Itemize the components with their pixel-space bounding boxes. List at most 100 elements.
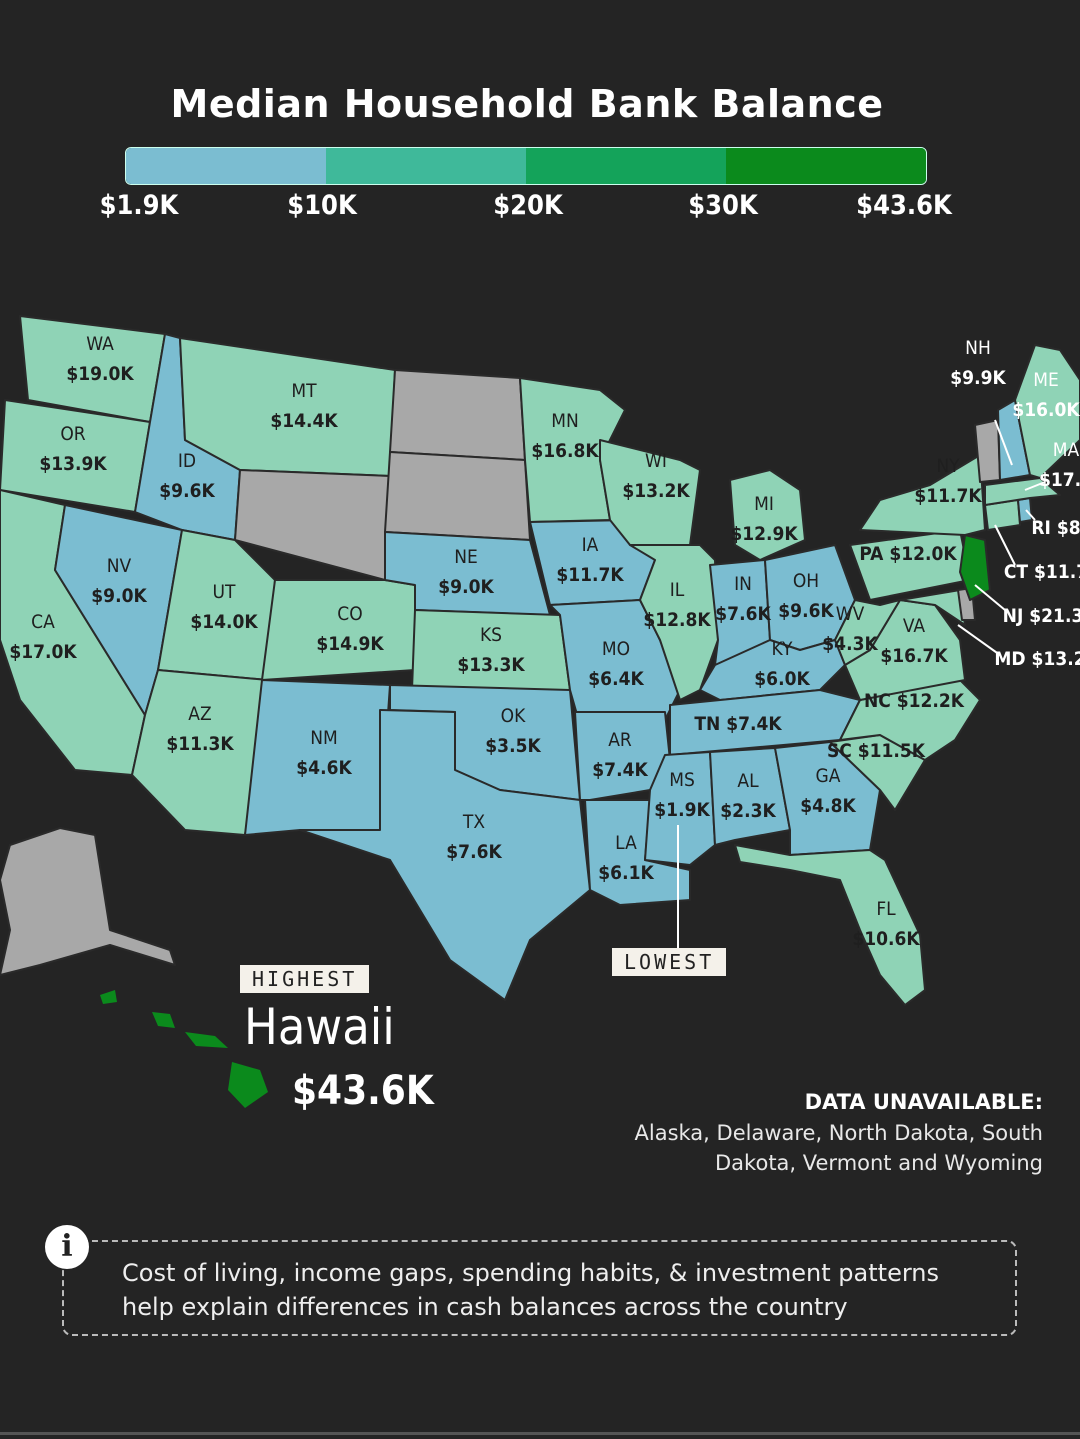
state-value-mi: $12.9K: [730, 523, 798, 545]
state-value-ma: $17.4: [1039, 469, 1080, 491]
state-me: [1014, 344, 1080, 479]
legend-tick: $20K: [493, 190, 563, 221]
state-abbr-ks: KS: [480, 624, 502, 646]
state-label-nc: NC $12.2K: [864, 690, 965, 712]
state-abbr-ms: MS: [669, 769, 695, 791]
state-value-ok: $3.5K: [485, 735, 541, 757]
state-label-tn: TN $7.4K: [694, 713, 782, 735]
state-nj: [959, 534, 991, 601]
leader-line: [974, 584, 1006, 611]
state-label-ri: RI $8: [1031, 517, 1080, 539]
state-value-ca: $17.0K: [9, 641, 77, 663]
state-abbr-id: ID: [178, 450, 196, 472]
state-value-mt: $14.4K: [270, 410, 338, 432]
highest-state-value: $43.6K: [292, 1068, 434, 1114]
chart-title: Median Household Bank Balance: [170, 82, 884, 126]
us-state-map: WA $19.0K OR $13.9K CA $17.0K ID $9.6K NV $9.0K MT…: [0, 315, 1080, 1108]
state-value-ks: $13.3K: [457, 654, 525, 676]
state-mi: [729, 469, 806, 561]
legend-tick: $10K: [287, 190, 357, 221]
state-abbr-co: CO: [337, 603, 362, 625]
legend-bin-2: [326, 148, 526, 184]
state-hi-1: [100, 990, 117, 1004]
state-abbr-mo: MO: [602, 638, 630, 660]
state-ri: [1017, 497, 1033, 523]
state-abbr-la: LA: [615, 832, 637, 854]
leader-line: [1024, 481, 1046, 491]
state-hi-3: [185, 1032, 228, 1048]
info-icon: i: [45, 1225, 89, 1269]
state-abbr-va: VA: [903, 615, 925, 637]
state-abbr-az: AZ: [188, 703, 211, 725]
state-abbr-ca: CA: [31, 611, 55, 633]
state-value-in: $7.6K: [715, 603, 771, 625]
legend-bin-4: [726, 148, 926, 184]
state-al: [709, 747, 791, 846]
highest-callout-label: HIGHEST: [240, 965, 370, 993]
state-abbr-fl: FL: [876, 898, 896, 920]
state-nd: [389, 369, 526, 461]
state-mt: [179, 337, 396, 477]
state-value-or: $13.9K: [39, 453, 107, 475]
state-value-nm: $4.6K: [296, 757, 352, 779]
state-md: [899, 589, 966, 626]
state-abbr-ia: IA: [582, 534, 599, 556]
state-value-ia: $11.7K: [556, 564, 624, 586]
state-abbr-wi: WI: [645, 450, 667, 472]
leader-line: [994, 419, 1013, 466]
state-value-ne: $9.0K: [438, 576, 494, 598]
state-abbr-ky: KY: [772, 638, 794, 660]
color-legend-bar: [125, 147, 927, 185]
state-abbr-al: AL: [737, 770, 759, 792]
state-abbr-ny: NY: [936, 455, 960, 477]
state-hi-2: [152, 1012, 175, 1028]
legend-tick: $43.6K: [856, 190, 952, 221]
state-value-mn: $16.8K: [531, 440, 599, 462]
state-value-va: $16.7K: [880, 645, 948, 667]
footnote-box: Cost of living, income gaps, spending ha…: [62, 1240, 1017, 1336]
state-label-pa: PA $12.0K: [859, 543, 957, 565]
state-abbr-il: IL: [670, 579, 685, 601]
state-value-ms: $1.9K: [654, 799, 710, 821]
state-value-ga: $4.8K: [800, 795, 856, 817]
state-abbr-tx: TX: [462, 811, 485, 833]
state-abbr-mi: MI: [754, 493, 774, 515]
state-value-la: $6.1K: [598, 862, 654, 884]
state-abbr-wv: WV: [836, 603, 865, 625]
state-value-nh: $9.9K: [950, 367, 1006, 389]
legend-tick: $30K: [688, 190, 758, 221]
state-value-wi: $13.2K: [622, 480, 690, 502]
state-ma: [984, 477, 1061, 506]
state-abbr-ut: UT: [213, 581, 237, 603]
state-label-ct: CT $11.7: [1004, 561, 1080, 583]
state-abbr-ma: MA: [1053, 439, 1080, 461]
state-abbr-nm: NM: [310, 727, 338, 749]
state-abbr-mn: MN: [551, 410, 579, 432]
state-value-ky: $6.0K: [754, 668, 810, 690]
state-value-al: $2.3K: [720, 800, 776, 822]
state-sd: [384, 451, 531, 541]
state-value-wv: $4.3K: [822, 633, 878, 655]
legend-bin-1: [126, 148, 326, 184]
state-vt: [974, 419, 1001, 483]
state-abbr-in: IN: [734, 573, 752, 595]
state-value-co: $14.9K: [316, 633, 384, 655]
state-abbr-me: ME: [1033, 369, 1059, 391]
state-value-ny: $11.7K: [914, 485, 982, 507]
state-il: [629, 544, 719, 701]
footnote-text: Cost of living, income gaps, spending ha…: [122, 1259, 939, 1321]
state-value-ar: $7.4K: [592, 759, 648, 781]
legend-bin-3: [526, 148, 726, 184]
state-abbr-oh: OH: [793, 570, 819, 592]
state-value-oh: $9.6K: [778, 600, 834, 622]
state-pa: [849, 529, 971, 601]
state-ak: [0, 827, 176, 976]
state-abbr-ne: NE: [454, 546, 478, 568]
state-value-il: $12.8K: [643, 609, 711, 631]
state-value-id: $9.6K: [159, 480, 215, 502]
state-abbr-ar: AR: [608, 729, 632, 751]
state-value-fl: $10.6K: [852, 928, 920, 950]
state-label-nj: NJ $21.3: [1003, 605, 1080, 627]
bottom-divider: [0, 1432, 1080, 1435]
state-value-me: $16.0K: [1012, 399, 1080, 421]
